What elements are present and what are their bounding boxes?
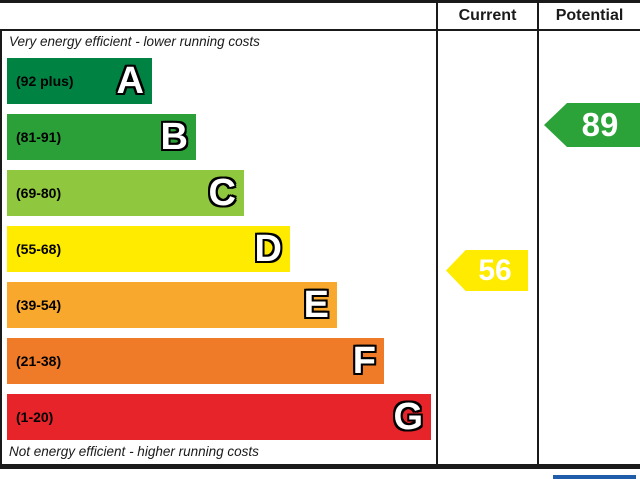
band-a-range: (92 plus) <box>16 73 74 89</box>
current-column-header: Current <box>458 7 517 24</box>
current-column-divider <box>436 0 438 464</box>
band-a-letter: A <box>116 60 144 102</box>
band-d: (55-68) D <box>7 226 290 272</box>
band-c-range: (69-80) <box>16 185 62 201</box>
current-rating-arrow: 56 <box>446 250 528 291</box>
top-caption: Very energy efficient - lower running co… <box>9 34 260 49</box>
eu-directive-logo-edge <box>553 475 636 479</box>
band-b-letter: B <box>160 116 188 158</box>
band-e-range: (39-54) <box>16 297 62 313</box>
band-e-letter: E <box>303 284 329 326</box>
table-top-border <box>0 0 640 3</box>
band-g-range: (1-20) <box>16 409 54 425</box>
table-bottom-border <box>0 464 640 469</box>
band-f-range: (21-38) <box>16 353 62 369</box>
band-g-letter: G <box>393 396 423 438</box>
band-g: (1-20) G <box>7 394 431 440</box>
band-e: (39-54) E <box>7 282 337 328</box>
table-left-border <box>0 31 2 464</box>
band-b: (81-91) B <box>7 114 196 160</box>
band-f-letter: F <box>352 340 376 382</box>
bottom-caption: Not energy efficient - higher running co… <box>9 444 259 459</box>
band-d-range: (55-68) <box>16 241 62 257</box>
potential-column-header: Potential <box>555 7 624 24</box>
potential-column-divider <box>537 0 539 464</box>
header-separator-line <box>0 29 640 31</box>
band-d-letter: D <box>254 228 282 270</box>
potential-rating-value: 89 <box>581 106 619 143</box>
band-a: (92 plus) A <box>7 58 152 104</box>
band-b-range: (81-91) <box>16 129 62 145</box>
band-c: (69-80) C <box>7 170 244 216</box>
current-rating-value: 56 <box>478 253 512 287</box>
band-c-letter: C <box>208 172 236 214</box>
band-f: (21-38) F <box>7 338 384 384</box>
potential-rating-arrow: 89 <box>544 103 640 147</box>
